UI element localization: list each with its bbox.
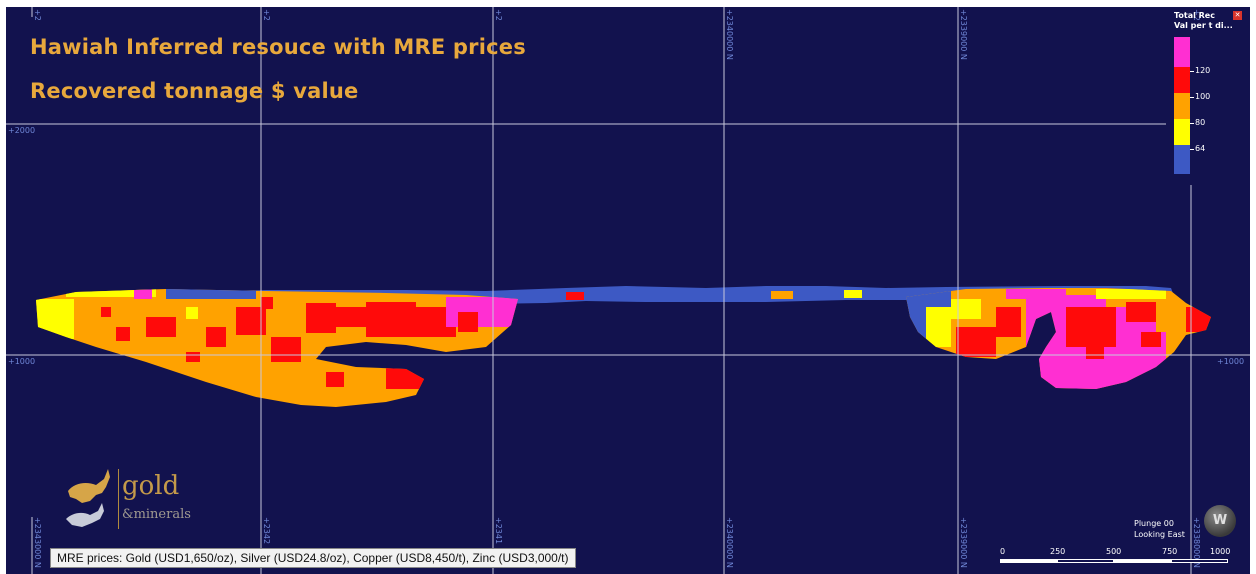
company-logo: gold &minerals (60, 465, 210, 537)
grid-label-top: +2340000 N (725, 9, 734, 60)
compass-icon[interactable]: W (1204, 505, 1236, 537)
legend-tick (1190, 123, 1194, 124)
scale-label: 0 (1000, 547, 1006, 556)
scale-bar-segment (1057, 559, 1114, 563)
grid-label-top: +2 (262, 9, 271, 21)
grid-lines (6, 7, 1250, 574)
grid-label-bottom: +2340000 N (725, 517, 734, 568)
grid-label-bottom: +2342 (262, 517, 271, 545)
scale-label: 1000 (1210, 547, 1231, 556)
legend-title: Total Rec Val per t di... (1174, 11, 1233, 31)
ore-body-east (906, 288, 1211, 389)
looking-label: Looking East (1134, 530, 1185, 539)
logo-wordmark-minerals: &minerals (122, 507, 191, 522)
grid-label-top: +2 (494, 9, 503, 21)
grid-label-bottom: +2343000 N (33, 517, 42, 568)
ibex-icon (66, 469, 110, 527)
legend-swatch (1174, 119, 1190, 145)
legend-tick (1190, 149, 1194, 150)
legend-tick (1190, 71, 1194, 72)
compass-letter: W (1212, 513, 1228, 528)
page-title: Hawiah Inferred resouce with MRE prices (30, 35, 526, 59)
scale-label: 250 (1050, 547, 1066, 556)
legend-swatch (1174, 67, 1190, 93)
legend-value: 120 (1195, 66, 1211, 75)
ore-block (844, 290, 862, 298)
mre-prices-caption: MRE prices: Gold (USD1,650/oz), Silver (… (50, 548, 576, 568)
ore-block (566, 292, 584, 300)
grid-label-top: +2339000 N (959, 9, 968, 60)
view-orientation: Plunge 00 Looking East (1134, 518, 1185, 540)
grid-label-elev-1000-right: +1000 (1217, 357, 1245, 366)
legend-title-line2: Val per t di... (1174, 21, 1233, 30)
legend-tick (1190, 97, 1194, 98)
page-subtitle: Recovered tonnage $ value (30, 79, 359, 103)
plunge-label: Plunge 00 (1134, 519, 1174, 528)
legend-value: 100 (1195, 92, 1211, 101)
legend-value: 80 (1195, 118, 1206, 127)
ore-body-west (36, 289, 518, 407)
legend-panel[interactable]: Total Rec Val per t di... ✕ 120 100 80 6… (1169, 7, 1247, 185)
close-icon[interactable]: ✕ (1233, 11, 1242, 20)
scale-bar-segment (1114, 559, 1171, 563)
scale-label: 500 (1106, 547, 1122, 556)
grid-label-elev-2000: +2000 (8, 126, 36, 135)
scale-label: 750 (1162, 547, 1178, 556)
logo-wordmark-gold: gold (122, 471, 180, 501)
section-viewport[interactable]: +2000 +1000 +1000 +2 +2 +2 +2340000 N +2… (6, 7, 1250, 574)
grid-label-top: +2 (33, 9, 42, 21)
legend-value: 64 (1195, 144, 1206, 153)
logo-divider (118, 469, 119, 529)
grid-label-bottom: +2341 (494, 517, 503, 545)
grid-label-elev-1000: +1000 (8, 357, 36, 366)
legend-title-line1: Total Rec (1174, 11, 1215, 20)
legend-swatch (1174, 93, 1190, 119)
legend-swatch (1174, 145, 1190, 174)
scale-bar-segment (1000, 559, 1057, 563)
legend-swatch (1174, 37, 1190, 67)
scale-bar-segment (1171, 559, 1228, 563)
ore-block (771, 291, 793, 299)
section-scene (6, 7, 1250, 574)
grid-label-bottom: +2339000 N (959, 517, 968, 568)
